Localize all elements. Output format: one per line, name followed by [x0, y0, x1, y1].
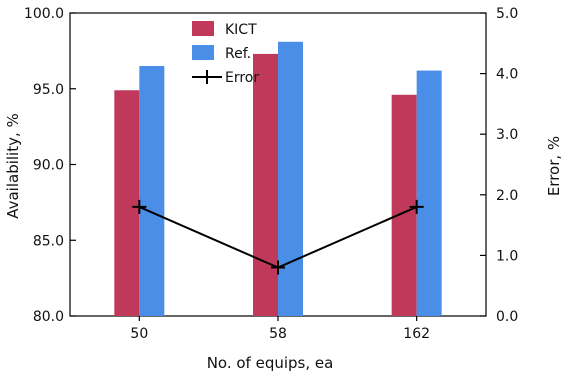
legend-label: Error: [225, 70, 259, 86]
y-tick-label-left: 80.0: [33, 309, 64, 325]
legend-swatch-ref: [192, 45, 214, 60]
left-axis: 80.0 85.0 90.0 95.0 100.0: [24, 6, 76, 325]
right-axis: 0.0 1.0 2.0 3.0 4.0 5.0: [480, 6, 518, 325]
x-axis-title: No. of equips, ea: [207, 354, 334, 372]
legend-label: KICT: [225, 22, 257, 38]
bar-kict-58: [253, 53, 278, 316]
error-point-50: [132, 199, 147, 214]
y-tick-label-right: 0.0: [496, 309, 518, 325]
y-tick-label-right: 5.0: [496, 6, 518, 22]
bars: [114, 41, 442, 317]
y-tick-label-left: 85.0: [33, 233, 64, 249]
bar-kict-162: [391, 94, 417, 316]
legend-swatch-error: [192, 70, 222, 84]
y-tick-label-right: 3.0: [496, 127, 518, 143]
bar-ref-162: [416, 70, 442, 316]
error-point-162: [409, 199, 424, 214]
x-tick-label: 58: [269, 326, 287, 342]
y-tick-label-left: 100.0: [24, 6, 64, 22]
y-axis-title-left: Availability, %: [4, 113, 22, 219]
bar-kict-50: [114, 90, 140, 316]
y-tick-label-left: 90.0: [33, 158, 64, 174]
error-line: [132, 199, 424, 275]
legend: KICT Ref. Error: [192, 21, 259, 86]
legend-swatch-kict: [192, 21, 214, 36]
y-axis-title-right: Error, %: [545, 136, 563, 196]
y-tick-label-left: 95.0: [33, 82, 64, 98]
legend-label: Ref.: [225, 46, 251, 62]
bar-ref-58: [278, 41, 303, 316]
y-tick-label-right: 1.0: [496, 248, 518, 264]
error-point-58: [271, 260, 285, 275]
x-axis: 50 58 162: [130, 316, 430, 342]
y-tick-label-right: 4.0: [496, 67, 518, 83]
x-tick-label: 50: [130, 326, 148, 342]
x-tick-label: 162: [403, 326, 430, 342]
y-tick-label-right: 2.0: [496, 188, 518, 204]
bar-ref-50: [139, 66, 165, 317]
